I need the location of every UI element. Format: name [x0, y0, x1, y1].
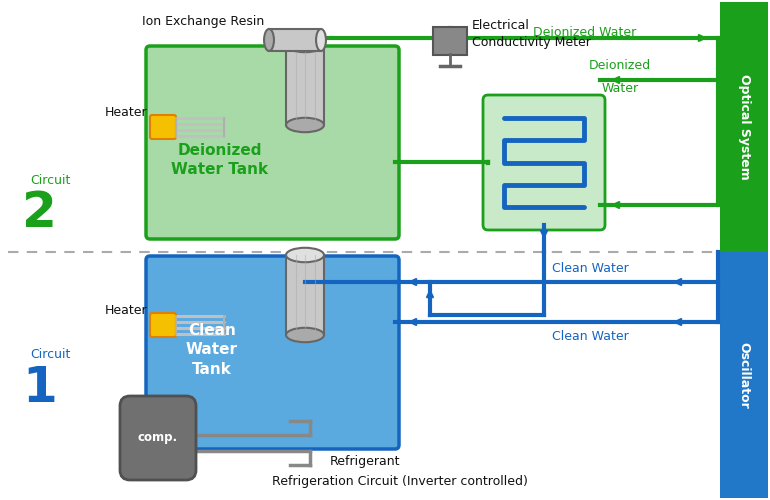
- Text: Clean Water: Clean Water: [551, 262, 628, 275]
- Text: 1: 1: [22, 364, 57, 412]
- FancyBboxPatch shape: [720, 252, 768, 498]
- FancyBboxPatch shape: [286, 45, 324, 125]
- FancyBboxPatch shape: [150, 313, 176, 337]
- Ellipse shape: [286, 328, 324, 342]
- Text: Deionized Water: Deionized Water: [534, 26, 637, 38]
- Text: Deionized
Water Tank: Deionized Water Tank: [172, 142, 269, 178]
- Text: Clean Water: Clean Water: [551, 330, 628, 343]
- Text: Refrigeration Circuit (Inverter controlled): Refrigeration Circuit (Inverter controll…: [272, 476, 528, 488]
- Text: Circuit: Circuit: [30, 348, 70, 362]
- FancyBboxPatch shape: [146, 256, 399, 449]
- Ellipse shape: [286, 118, 324, 132]
- FancyBboxPatch shape: [483, 95, 605, 230]
- Ellipse shape: [286, 248, 324, 262]
- FancyBboxPatch shape: [150, 115, 176, 139]
- Text: Ion Exchange Resin: Ion Exchange Resin: [142, 16, 264, 28]
- Text: Heater: Heater: [105, 304, 147, 318]
- Ellipse shape: [286, 38, 324, 52]
- FancyBboxPatch shape: [433, 27, 467, 55]
- Text: Water: Water: [601, 82, 638, 95]
- Text: Optical System: Optical System: [738, 74, 751, 180]
- Text: Circuit: Circuit: [30, 174, 70, 186]
- Text: Refrigerant: Refrigerant: [330, 454, 400, 468]
- FancyBboxPatch shape: [720, 2, 768, 252]
- FancyBboxPatch shape: [120, 396, 196, 480]
- Ellipse shape: [316, 29, 326, 51]
- Text: comp.: comp.: [138, 432, 178, 444]
- Ellipse shape: [264, 29, 274, 51]
- Text: Heater: Heater: [105, 106, 147, 120]
- Text: Clean
Water
Tank: Clean Water Tank: [186, 322, 238, 378]
- Text: Oscillator: Oscillator: [738, 342, 751, 408]
- Text: Deionized: Deionized: [589, 59, 651, 72]
- FancyBboxPatch shape: [269, 29, 321, 51]
- FancyBboxPatch shape: [286, 255, 324, 335]
- Text: Electrical
Conductivity Meter: Electrical Conductivity Meter: [472, 19, 591, 49]
- FancyBboxPatch shape: [146, 46, 399, 239]
- Text: 2: 2: [22, 189, 57, 237]
